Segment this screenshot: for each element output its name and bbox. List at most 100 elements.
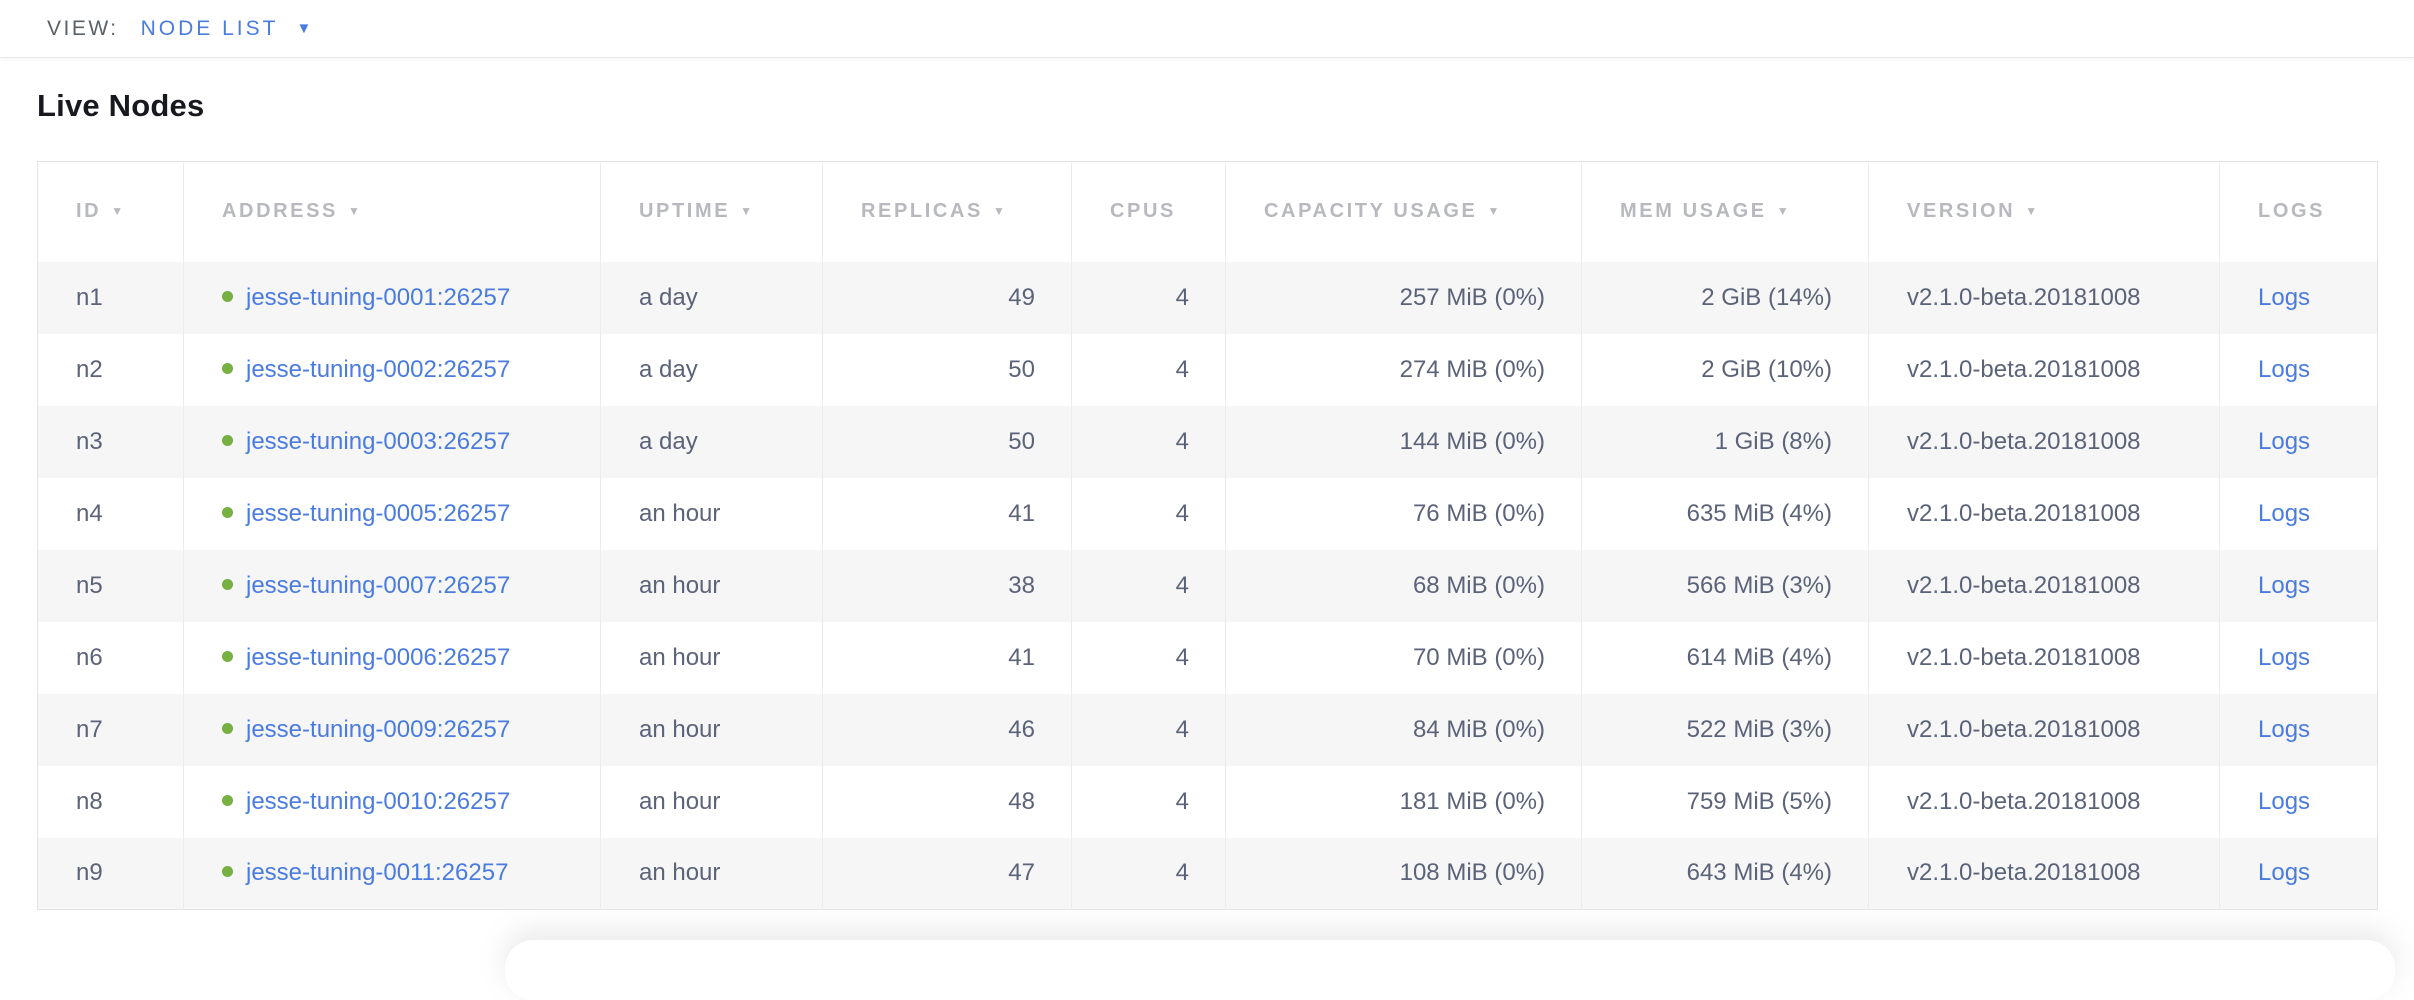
column-header-id[interactable]: ID ▼ bbox=[37, 161, 184, 262]
cpus: 4 bbox=[1071, 477, 1226, 550]
node-live-status-icon bbox=[222, 794, 233, 806]
address-link[interactable]: jesse-tuning-0007:26257 bbox=[246, 571, 511, 599]
capacity-usage: 108 MiB (0%) bbox=[1225, 837, 1582, 910]
table-row: n7 jesse-tuning-0009:26257 an hour 46 4 … bbox=[37, 693, 2378, 766]
mem-usage: 2 GiB (10%) bbox=[1581, 333, 1869, 406]
node-id: n3 bbox=[76, 427, 103, 455]
sort-arrow-icon: ▼ bbox=[1487, 204, 1502, 219]
column-header-mem-usage[interactable]: MEM USAGE ▼ bbox=[1581, 161, 1869, 262]
uptime: an hour bbox=[600, 693, 823, 766]
node-id: n7 bbox=[76, 715, 103, 743]
cpus: 4 bbox=[1071, 405, 1226, 478]
version: v2.1.0-beta.20181008 bbox=[1868, 837, 2220, 910]
address-cell: jesse-tuning-0011:26257 bbox=[183, 837, 601, 910]
node-live-status-icon bbox=[222, 578, 233, 590]
mem-usage: 566 MiB (3%) bbox=[1581, 549, 1869, 622]
cpus: 4 bbox=[1071, 621, 1226, 694]
capacity-usage: 70 MiB (0%) bbox=[1225, 621, 1582, 694]
table-row: n5 jesse-tuning-0007:26257 an hour 38 4 … bbox=[37, 549, 2378, 622]
address-link[interactable]: jesse-tuning-0005:26257 bbox=[246, 499, 511, 527]
logs-cell: Logs bbox=[2219, 477, 2378, 550]
address-link[interactable]: jesse-tuning-0001:26257 bbox=[246, 283, 511, 311]
replicas: 41 bbox=[822, 621, 1072, 694]
address-link[interactable]: jesse-tuning-0011:26257 bbox=[246, 859, 509, 887]
uptime: an hour bbox=[600, 765, 823, 838]
mem-usage: 643 MiB (4%) bbox=[1581, 837, 1869, 910]
address-cell: jesse-tuning-0007:26257 bbox=[183, 549, 601, 622]
address-link[interactable]: jesse-tuning-0002:26257 bbox=[246, 355, 511, 383]
sort-arrow-icon: ▼ bbox=[740, 204, 755, 219]
address-cell: jesse-tuning-0006:26257 bbox=[183, 621, 601, 694]
replicas: 47 bbox=[822, 837, 1072, 910]
logs-link[interactable]: Logs bbox=[2258, 571, 2311, 599]
table-row: n4 jesse-tuning-0005:26257 an hour 41 4 … bbox=[38, 477, 2378, 550]
uptime: a day bbox=[600, 261, 823, 334]
replicas: 50 bbox=[822, 405, 1072, 478]
view-label: VIEW: bbox=[47, 16, 119, 40]
version: v2.1.0-beta.20181008 bbox=[1868, 693, 2220, 766]
column-header-cpus: CPUS bbox=[1071, 161, 1226, 262]
mem-usage: 635 MiB (4%) bbox=[1581, 477, 1869, 550]
version: v2.1.0-beta.20181008 bbox=[1868, 405, 2220, 478]
uptime: an hour bbox=[600, 621, 823, 694]
address-link[interactable]: jesse-tuning-0003:26257 bbox=[246, 427, 511, 455]
address-cell: jesse-tuning-0001:26257 bbox=[183, 261, 601, 334]
logs-link[interactable]: Logs bbox=[2258, 643, 2311, 671]
sort-arrow-icon: ▼ bbox=[2025, 204, 2040, 219]
address-cell: jesse-tuning-0002:26257 bbox=[183, 333, 601, 406]
logs-link[interactable]: Logs bbox=[2258, 859, 2311, 887]
logs-cell: Logs bbox=[2219, 549, 2378, 622]
replicas: 50 bbox=[822, 333, 1072, 406]
view-dropdown[interactable]: NODE LIST ▼ bbox=[141, 17, 312, 41]
logs-cell: Logs bbox=[2219, 837, 2378, 910]
next-section-shadow bbox=[505, 940, 2395, 1000]
logs-link[interactable]: Logs bbox=[2258, 715, 2311, 743]
cpus: 4 bbox=[1071, 549, 1226, 622]
sort-arrow-icon: ▼ bbox=[1776, 204, 1792, 219]
column-header-capacity-usage[interactable]: CAPACITY USAGE ▼ bbox=[1225, 161, 1582, 262]
address-link[interactable]: jesse-tuning-0010:26257 bbox=[246, 787, 511, 815]
node-id: n6 bbox=[76, 643, 103, 671]
cpus: 4 bbox=[1071, 261, 1226, 334]
table-header-row: ID ▼ ADDRESS ▼ UPTIME ▼ REPLICAS ▼ CPUS CAPA… bbox=[37, 161, 2378, 262]
address-cell: jesse-tuning-0009:26257 bbox=[183, 693, 601, 766]
logs-link[interactable]: Logs bbox=[2258, 283, 2311, 311]
version: v2.1.0-beta.20181008 bbox=[1868, 765, 2220, 838]
column-header-address[interactable]: ADDRESS ▼ bbox=[183, 161, 601, 262]
logs-cell: Logs bbox=[2219, 693, 2378, 766]
sort-arrow-icon: ▼ bbox=[992, 204, 1008, 219]
address-cell: jesse-tuning-0003:26257 bbox=[183, 405, 601, 478]
logs-link[interactable]: Logs bbox=[2258, 499, 2311, 527]
logs-link[interactable]: Logs bbox=[2258, 787, 2311, 815]
version: v2.1.0-beta.20181008 bbox=[1868, 549, 2220, 622]
logs-link[interactable]: Logs bbox=[2258, 427, 2311, 455]
cpus: 4 bbox=[1071, 837, 1226, 910]
capacity-usage: 257 MiB (0%) bbox=[1225, 261, 1582, 334]
column-header-replicas[interactable]: REPLICAS ▼ bbox=[822, 161, 1072, 262]
address-link[interactable]: jesse-tuning-0006:26257 bbox=[246, 643, 511, 671]
logs-cell: Logs bbox=[2219, 765, 2378, 838]
capacity-usage: 274 MiB (0%) bbox=[1225, 333, 1582, 406]
page-title: Live Nodes bbox=[37, 88, 205, 123]
uptime: an hour bbox=[600, 477, 823, 550]
logs-cell: Logs bbox=[2219, 333, 2378, 406]
column-header-uptime[interactable]: UPTIME ▼ bbox=[600, 161, 823, 262]
node-live-status-icon bbox=[222, 362, 233, 374]
version: v2.1.0-beta.20181008 bbox=[1868, 621, 2220, 694]
address-cell: jesse-tuning-0005:26257 bbox=[183, 477, 601, 550]
chevron-down-icon: ▼ bbox=[296, 20, 312, 37]
node-id: n2 bbox=[76, 355, 103, 383]
uptime: an hour bbox=[600, 549, 823, 622]
version: v2.1.0-beta.20181008 bbox=[1868, 477, 2220, 550]
uptime: a day bbox=[600, 333, 823, 406]
address-link[interactable]: jesse-tuning-0009:26257 bbox=[246, 715, 511, 743]
node-live-status-icon bbox=[222, 434, 233, 446]
cpus: 4 bbox=[1071, 765, 1226, 838]
cpus: 4 bbox=[1071, 333, 1226, 406]
column-header-version[interactable]: VERSION ▼ bbox=[1868, 161, 2220, 262]
node-live-status-icon bbox=[222, 866, 233, 878]
replicas: 49 bbox=[822, 261, 1072, 334]
mem-usage: 2 GiB (14%) bbox=[1581, 261, 1869, 334]
live-nodes-section: Live Nodes ID ▼ ADDRESS ▼ UPTIME ▼ REPLICAS… bbox=[0, 88, 2414, 910]
logs-link[interactable]: Logs bbox=[2258, 355, 2311, 383]
